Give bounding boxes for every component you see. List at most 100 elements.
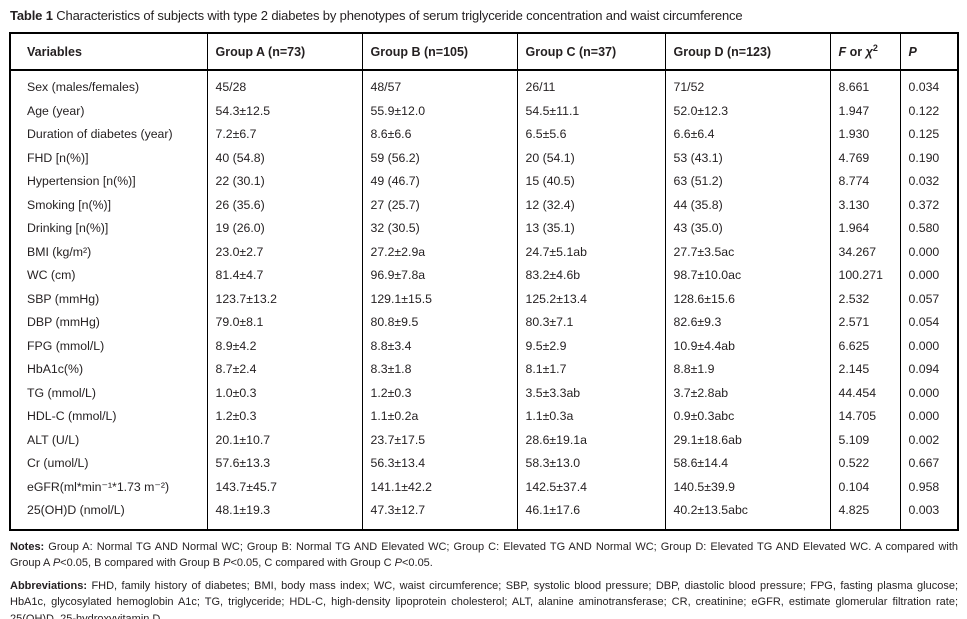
row-value-cell: 1.964 bbox=[829, 217, 900, 241]
row-value-cell: 22 (30.1) bbox=[206, 170, 362, 194]
row-value-cell: 142.5±37.4 bbox=[516, 475, 665, 499]
row-value-cell: 48/57 bbox=[361, 70, 517, 100]
row-variable-label: Duration of diabetes (year) bbox=[27, 127, 173, 141]
row-value-cell: 15 (40.5) bbox=[516, 170, 665, 194]
row-value-cell: 27.2±2.9a bbox=[361, 240, 517, 264]
row-value-cell: 0.372 bbox=[899, 193, 958, 217]
row-value-cell: 7.2±6.7 bbox=[206, 123, 362, 147]
table-row: Cr (umol/L) 57.6±13.3 56.3±13.4 58.3±13.0 58… bbox=[10, 452, 958, 476]
table-row: Age (year) 54.3±12.5 55.9±12.0 54.5±11.1 52.… bbox=[10, 99, 958, 123]
row-value-cell: 80.3±7.1 bbox=[516, 311, 665, 335]
row-value-cell: 0.958 bbox=[899, 475, 958, 499]
row-value-cell: 63 (51.2) bbox=[664, 170, 830, 194]
row-variable-label: Drinking [n(%)] bbox=[27, 221, 109, 235]
table-body: Sex (males/females) 45/28 48/57 26/11 71/52 8… bbox=[10, 70, 958, 530]
row-variable-label: 25(OH)D (nmol/L) bbox=[27, 503, 125, 517]
row-value-cell: 3.5±3.3ab bbox=[516, 381, 665, 405]
row-value-cell: 8.774 bbox=[829, 170, 900, 194]
table-row: WC (cm) 81.4±4.7 96.9±7.8a 83.2±4.6b 98.7±10… bbox=[10, 264, 958, 288]
column-header-variables: Variables bbox=[10, 33, 207, 71]
row-value-cell: 56.3±13.4 bbox=[361, 452, 517, 476]
row-value-cell: 0.9±0.3abc bbox=[664, 405, 830, 429]
text-segment: Group A: Normal TG AND Normal WC; Group … bbox=[10, 540, 959, 570]
table-row: ALT (U/L) 20.1±10.7 23.7±17.5 28.6±19.1a 29.… bbox=[10, 428, 958, 452]
row-value-cell: 0.032 bbox=[899, 170, 958, 194]
row-value-cell: 46.1±17.6 bbox=[516, 499, 665, 530]
row-value-cell: 20.1±10.7 bbox=[206, 428, 362, 452]
row-value-cell: 54.5±11.1 bbox=[516, 99, 665, 123]
table-row: SBP (mmHg) 123.7±13.2 129.1±15.5 125.2±13.4… bbox=[10, 287, 958, 311]
row-variable-label: Age (year) bbox=[27, 103, 85, 118]
row-variable-label: ALT (U/L) bbox=[27, 432, 80, 447]
table-row: eGFR(ml*min⁻¹*1.73 m⁻²) 143.7±45.7 141.1±4… bbox=[10, 475, 958, 499]
column-header-p-value: P bbox=[899, 33, 958, 71]
table-row: Sex (males/females) 45/28 48/57 26/11 71/52 8… bbox=[10, 70, 958, 100]
row-value-cell: 1.0±0.3 bbox=[206, 381, 362, 405]
row-value-cell: 43 (35.0) bbox=[664, 217, 830, 241]
row-variable-label: Cr (umol/L) bbox=[27, 456, 89, 470]
text-segment: Abbreviations: bbox=[10, 579, 92, 592]
row-value-cell: 10.9±4.4ab bbox=[664, 334, 830, 358]
row-value-cell: 58.3±13.0 bbox=[516, 452, 665, 476]
row-value-cell: 143.7±45.7 bbox=[206, 475, 362, 499]
row-value-cell: 0.000 bbox=[899, 334, 958, 358]
row-value-cell: 27.7±3.5ac bbox=[664, 240, 830, 264]
row-value-cell: 0.667 bbox=[899, 452, 958, 476]
row-value-cell: 0.000 bbox=[899, 264, 958, 288]
characteristics-table: Variables Group A (n=73) Group B (n=105)… bbox=[9, 32, 959, 531]
row-value-cell: 9.5±2.9 bbox=[516, 334, 665, 358]
row-value-cell: 26/11 bbox=[516, 70, 665, 100]
row-value-cell: 6.6±6.4 bbox=[664, 123, 830, 147]
text-segment: Table 1 bbox=[10, 8, 57, 23]
text-segment: <0.05. bbox=[401, 557, 433, 569]
notes: Notes: Group A: Normal TG AND Normal WC;… bbox=[10, 539, 958, 572]
row-variable-label: SBP (mmHg) bbox=[27, 291, 100, 306]
chi-symbol: χ bbox=[865, 45, 873, 59]
row-value-cell: 0.104 bbox=[829, 475, 900, 499]
row-value-cell: 96.9±7.8a bbox=[361, 264, 517, 288]
row-value-cell: 129.1±15.5 bbox=[361, 287, 517, 311]
column-header-group-b: Group B (n=105) bbox=[361, 33, 517, 71]
row-value-cell: 83.2±4.6b bbox=[516, 264, 665, 288]
row-value-cell: 0.002 bbox=[899, 428, 958, 452]
row-variable-label: FHD [n(%)] bbox=[27, 150, 89, 165]
row-value-cell: 2.571 bbox=[829, 311, 900, 335]
row-value-cell: 45/28 bbox=[206, 70, 362, 100]
row-value-cell: 27 (25.7) bbox=[361, 193, 517, 217]
row-variable-label: BMI (kg/m²) bbox=[27, 244, 92, 259]
row-value-cell: 1.2±0.3 bbox=[206, 405, 362, 429]
row-value-cell: 81.4±4.7 bbox=[206, 264, 362, 288]
f-symbol: F bbox=[838, 45, 847, 59]
row-value-cell: 8.8±3.4 bbox=[361, 334, 517, 358]
table-row: Drinking [n(%)] 19 (26.0) 32 (30.5) 13 (35.… bbox=[10, 217, 958, 241]
row-variable-label: FPG (mmol/L) bbox=[27, 338, 105, 353]
row-value-cell: 24.7±5.1ab bbox=[516, 240, 665, 264]
row-value-cell: 14.705 bbox=[829, 405, 900, 429]
row-value-cell: 0.000 bbox=[899, 381, 958, 405]
row-value-cell: 23.0±2.7 bbox=[206, 240, 362, 264]
text-segment: P bbox=[52, 557, 61, 569]
row-value-cell: 28.6±19.1a bbox=[516, 428, 665, 452]
row-value-cell: 0.003 bbox=[899, 499, 958, 530]
row-value-cell: 44 (35.8) bbox=[664, 193, 830, 217]
row-value-cell: 8.661 bbox=[829, 70, 900, 100]
text-segment: Characteristics of subjects with type 2 … bbox=[56, 8, 743, 23]
row-value-cell: 40 (54.8) bbox=[206, 146, 362, 170]
row-value-cell: 5.109 bbox=[829, 428, 900, 452]
row-value-cell: 53 (43.1) bbox=[664, 146, 830, 170]
row-value-cell: 4.769 bbox=[829, 146, 900, 170]
table-row: BMI (kg/m²) 23.0±2.7 27.2±2.9a 24.7±5.1ab 27… bbox=[10, 240, 958, 264]
row-value-cell: 20 (54.1) bbox=[516, 146, 665, 170]
row-value-cell: 1.1±0.2a bbox=[361, 405, 517, 429]
row-value-cell: 140.5±39.9 bbox=[664, 475, 830, 499]
row-value-cell: 26 (35.6) bbox=[206, 193, 362, 217]
row-value-cell: 0.094 bbox=[899, 358, 958, 382]
row-value-cell: 2.145 bbox=[829, 358, 900, 382]
row-value-cell: 44.454 bbox=[829, 381, 900, 405]
row-value-cell: 8.1±1.7 bbox=[516, 358, 665, 382]
row-value-cell: 141.1±42.2 bbox=[361, 475, 517, 499]
row-value-cell: 8.7±2.4 bbox=[206, 358, 362, 382]
row-value-cell: 29.1±18.6ab bbox=[664, 428, 830, 452]
row-value-cell: 0.580 bbox=[899, 217, 958, 241]
row-variable-label: TG (mmol/L) bbox=[27, 385, 96, 400]
